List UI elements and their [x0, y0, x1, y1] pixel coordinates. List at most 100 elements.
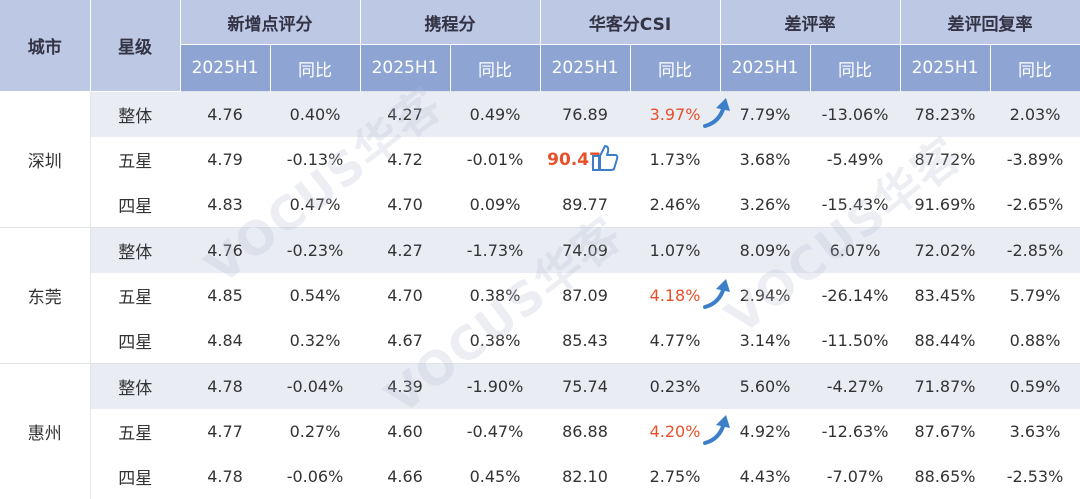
- value-cell: 0.59%: [990, 364, 1080, 410]
- value-cell: -0.47%: [450, 409, 540, 454]
- value-cell: 4.43%: [720, 454, 810, 499]
- value-cell: 4.72: [360, 137, 450, 182]
- value-cell: 88.65%: [900, 454, 990, 499]
- value-cell: 4.60: [360, 409, 450, 454]
- table-row: 东莞 整体 4.76 -0.23% 4.27 -1.73% 74.09 1.07…: [0, 228, 1080, 274]
- value-cell: 6.07%: [810, 228, 900, 274]
- table-row: 惠州 整体 4.78 -0.04% 4.39 -1.90% 75.74 0.23…: [0, 364, 1080, 410]
- value-cell: 0.45%: [450, 454, 540, 499]
- trend-up-arrow-icon: [702, 96, 732, 130]
- city-cell: 深圳: [0, 92, 90, 228]
- value-cell: -0.01%: [450, 137, 540, 182]
- star-cell: 五星: [90, 137, 180, 182]
- value-cell: 2.94%: [720, 273, 810, 318]
- value-cell: 3.26%: [720, 182, 810, 228]
- table-row: 深圳 整体 4.76 0.40% 4.27 0.49% 76.89 3.97% …: [0, 92, 1080, 138]
- city-cell: 东莞: [0, 228, 90, 364]
- header-period: 2025H1: [540, 45, 630, 92]
- value-cell: 86.88: [540, 409, 630, 454]
- value-cell: 0.54%: [270, 273, 360, 318]
- header-city: 城市: [0, 0, 90, 92]
- value-cell: 74.09: [540, 228, 630, 274]
- value-cell: 0.49%: [450, 92, 540, 138]
- value-cell: -15.43%: [810, 182, 900, 228]
- highlight-cell: 3.97%: [630, 92, 720, 138]
- star-cell: 整体: [90, 364, 180, 410]
- value-cell: 4.39: [360, 364, 450, 410]
- value-cell: 1.07%: [630, 228, 720, 274]
- value-cell: 4.67: [360, 318, 450, 364]
- value-cell: -7.07%: [810, 454, 900, 499]
- header-period: 2025H1: [360, 45, 450, 92]
- value-cell: 88.44%: [900, 318, 990, 364]
- header-star: 星级: [90, 0, 180, 92]
- value-cell: -0.23%: [270, 228, 360, 274]
- value-cell: 4.83: [180, 182, 270, 228]
- highlight-value: 3.97%: [650, 105, 701, 124]
- header-yoy: 同比: [450, 45, 540, 92]
- header-period: 2025H1: [180, 45, 270, 92]
- value-cell: 4.27: [360, 228, 450, 274]
- value-cell: -0.06%: [270, 454, 360, 499]
- value-cell: 4.78: [180, 364, 270, 410]
- value-cell: 3.14%: [720, 318, 810, 364]
- table-row: 五星 4.79 -0.13% 4.72 -0.01% 90.47 1.73% 3…: [0, 137, 1080, 182]
- value-cell: 3.63%: [990, 409, 1080, 454]
- highlight-cell: 4.20%: [630, 409, 720, 454]
- header-yoy: 同比: [630, 45, 720, 92]
- header-group-csi: 华客分CSI: [540, 0, 720, 45]
- value-cell: 85.43: [540, 318, 630, 364]
- value-cell: -3.89%: [990, 137, 1080, 182]
- value-cell: 2.46%: [630, 182, 720, 228]
- table-row: 四星 4.78 -0.06% 4.66 0.45% 82.10 2.75% 4.…: [0, 454, 1080, 499]
- star-cell: 四星: [90, 454, 180, 499]
- value-cell: -2.65%: [990, 182, 1080, 228]
- value-cell: 4.76: [180, 228, 270, 274]
- highlight-value: 4.18%: [650, 286, 701, 305]
- header-group-negative-rate: 差评率: [720, 0, 900, 45]
- value-cell: 4.92%: [720, 409, 810, 454]
- value-cell: 7.79%: [720, 92, 810, 138]
- value-cell: 1.73%: [630, 137, 720, 182]
- value-cell: 4.84: [180, 318, 270, 364]
- value-cell: 87.67%: [900, 409, 990, 454]
- value-cell: 91.69%: [900, 182, 990, 228]
- value-cell: 4.77%: [630, 318, 720, 364]
- value-cell: 0.38%: [450, 273, 540, 318]
- value-cell: 5.60%: [720, 364, 810, 410]
- value-cell: -1.73%: [450, 228, 540, 274]
- value-cell: 4.79: [180, 137, 270, 182]
- value-cell: -26.14%: [810, 273, 900, 318]
- thumbs-up-icon: [590, 143, 620, 173]
- value-cell: 75.74: [540, 364, 630, 410]
- value-cell: -5.49%: [810, 137, 900, 182]
- value-cell: -1.90%: [450, 364, 540, 410]
- highlight-value: 4.20%: [650, 422, 701, 441]
- value-cell: 0.38%: [450, 318, 540, 364]
- header-yoy: 同比: [810, 45, 900, 92]
- value-cell: -12.63%: [810, 409, 900, 454]
- header-period: 2025H1: [900, 45, 990, 92]
- value-cell: 76.89: [540, 92, 630, 138]
- trend-up-arrow-icon: [702, 413, 732, 447]
- header-period: 2025H1: [720, 45, 810, 92]
- value-cell: -0.13%: [270, 137, 360, 182]
- star-cell: 五星: [90, 273, 180, 318]
- value-cell: 2.03%: [990, 92, 1080, 138]
- value-cell: 4.70: [360, 273, 450, 318]
- value-cell: 4.66: [360, 454, 450, 499]
- header-group-negative-reply-rate: 差评回复率: [900, 0, 1080, 45]
- value-cell: -0.04%: [270, 364, 360, 410]
- value-cell: 0.23%: [630, 364, 720, 410]
- value-cell: 4.78: [180, 454, 270, 499]
- value-cell: 83.45%: [900, 273, 990, 318]
- table-row: 四星 4.83 0.47% 4.70 0.09% 89.77 2.46% 3.2…: [0, 182, 1080, 228]
- header-yoy: 同比: [270, 45, 360, 92]
- value-cell: 5.79%: [990, 273, 1080, 318]
- star-cell: 整体: [90, 228, 180, 274]
- value-cell: -2.53%: [990, 454, 1080, 499]
- value-cell: 3.68%: [720, 137, 810, 182]
- value-cell: 71.87%: [900, 364, 990, 410]
- table-row: 五星 4.85 0.54% 4.70 0.38% 87.09 4.18% 2.9…: [0, 273, 1080, 318]
